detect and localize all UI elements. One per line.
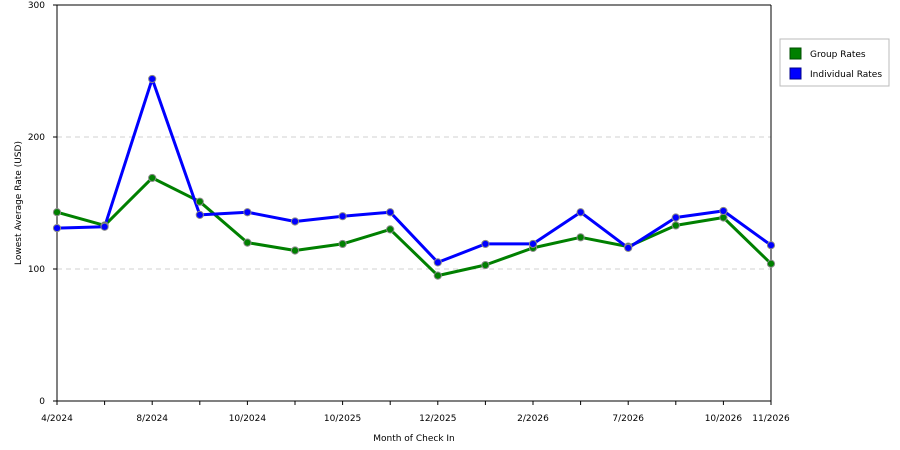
x-tick-label: 8/2024 <box>136 414 168 424</box>
legend-label-group-rates: Group Rates <box>810 50 866 60</box>
x-axis-title: Month of Check In <box>373 434 455 444</box>
data-point-individual-rates <box>195 210 204 219</box>
data-point-individual-rates <box>719 206 728 216</box>
x-tick-label: 7/2026 <box>612 414 644 424</box>
data-point-group-rates <box>243 238 252 247</box>
axes <box>56 4 772 402</box>
x-tick-label: 10/2026 <box>705 414 743 424</box>
data-point-group-rates <box>386 225 395 234</box>
x-ticks: 4/2024 8/2024 10/2024 10/2025 12/2025 2/2026 7… <box>41 401 790 424</box>
legend-swatch-group-rates <box>789 47 802 60</box>
y-ticks: 0 100 200 300 <box>28 1 57 407</box>
y-axis-title: Lowest Average Rate (USD) <box>14 141 24 265</box>
legend: Group Rates Individual Rates <box>779 38 890 87</box>
data-point-group-rates <box>290 246 300 255</box>
x-tick-label: 4/2024 <box>41 414 73 424</box>
data-point-individual-rates <box>624 243 633 252</box>
y-tick-label: 300 <box>28 1 45 11</box>
series-lines <box>56 77 773 278</box>
y-tick-label: 200 <box>28 133 45 143</box>
series-line-group-rates <box>56 176 773 278</box>
data-point-individual-rates <box>671 213 680 222</box>
data-point-group-rates <box>576 233 585 242</box>
data-point-individual-rates <box>481 239 490 249</box>
data-point-group-rates <box>481 260 490 270</box>
x-tick-label: 12/2025 <box>419 414 456 424</box>
data-point-individual-rates <box>148 74 157 84</box>
data-point-individual-rates <box>338 212 347 221</box>
x-tick-label: 10/2025 <box>324 414 361 424</box>
data-point-individual-rates <box>290 217 300 226</box>
legend-swatch-individual-rates <box>789 67 802 80</box>
y-tick-label: 100 <box>28 265 45 275</box>
grid-lines <box>57 136 771 270</box>
data-point-group-rates <box>195 197 204 206</box>
data-point-group-rates <box>766 259 776 268</box>
data-point-individual-rates <box>766 241 776 250</box>
data-point-individual-rates <box>100 222 109 231</box>
y-tick-label: 0 <box>39 397 45 407</box>
data-point-individual-rates <box>528 239 538 249</box>
data-point-group-rates <box>671 221 680 230</box>
data-point-group-rates <box>148 173 157 183</box>
series-points <box>52 74 776 280</box>
data-point-individual-rates <box>52 223 62 233</box>
data-point-group-rates <box>338 239 347 249</box>
data-point-individual-rates <box>386 208 395 217</box>
series-line-individual-rates <box>56 77 772 264</box>
x-tick-label: 11/2026 <box>752 414 790 424</box>
data-point-group-rates <box>433 271 442 280</box>
data-point-individual-rates <box>576 208 585 217</box>
data-point-group-rates <box>52 208 62 217</box>
legend-label-individual-rates: Individual Rates <box>810 70 882 80</box>
x-tick-label: 10/2024 <box>229 414 267 424</box>
x-tick-label: 2/2026 <box>517 414 549 424</box>
data-point-individual-rates <box>433 258 442 267</box>
data-point-individual-rates <box>243 208 252 217</box>
